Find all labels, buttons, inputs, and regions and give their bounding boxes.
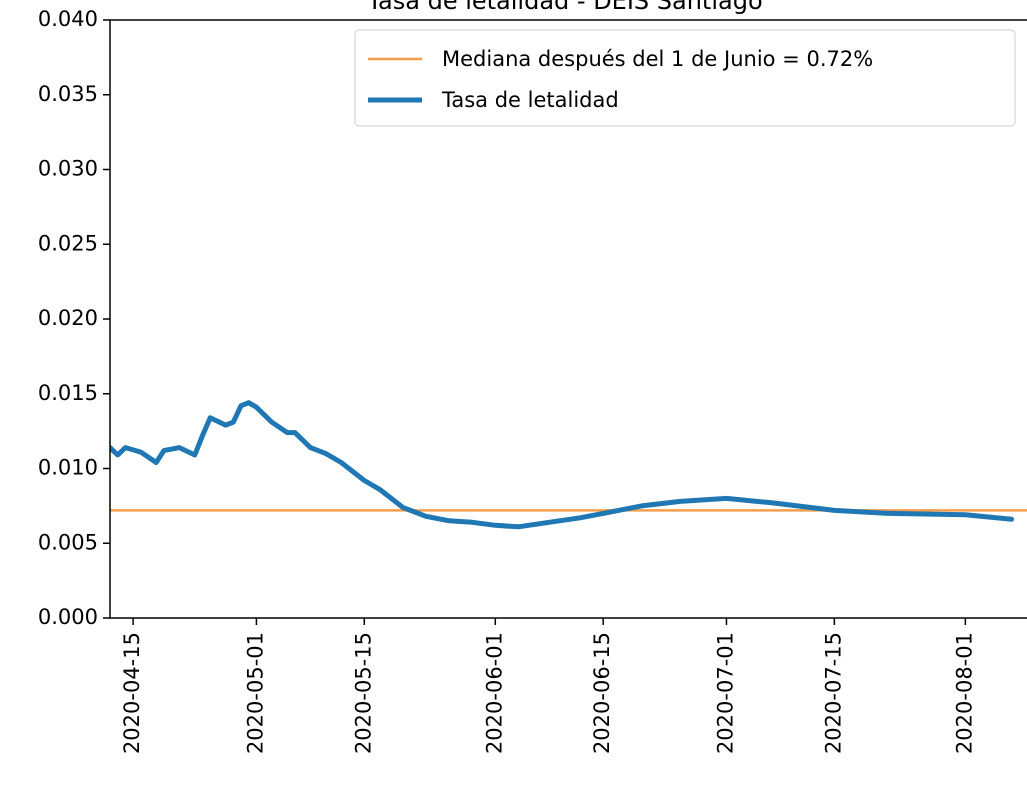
legend-label: Mediana después del 1 de Junio = 0.72%: [442, 47, 873, 71]
x-tick-label: 2020-06-01: [482, 632, 506, 754]
y-tick-label: 0.010: [38, 456, 98, 480]
y-tick-label: 0.035: [38, 82, 98, 106]
x-tick-label: 2020-07-15: [821, 632, 845, 754]
chart-title: Tasa de letalidad - DEIS Santiago: [366, 0, 762, 15]
y-tick-label: 0.040: [38, 7, 98, 31]
y-tick-label: 0.000: [38, 605, 98, 629]
x-tick-label: 2020-07-01: [713, 632, 737, 754]
y-tick-label: 0.005: [38, 530, 98, 554]
y-tick-label: 0.020: [38, 306, 98, 330]
legend: Mediana después del 1 de Junio = 0.72% Ta…: [354, 29, 1016, 127]
y-tick-label: 0.025: [38, 231, 98, 255]
plot-area: [110, 400, 1027, 530]
x-tick-label: 2020-05-15: [351, 632, 375, 754]
legend-box: [354, 29, 1016, 127]
x-tick-label: 2020-04-15: [120, 632, 144, 754]
y-tick-label: 0.015: [38, 381, 98, 405]
x-tick-label: 2020-08-01: [952, 632, 976, 754]
series-line: [110, 400, 1015, 530]
x-tick-label: 2020-06-15: [590, 632, 614, 754]
legend-label: Tasa de letalidad: [441, 88, 619, 112]
y-tick-label: 0.030: [38, 157, 98, 181]
x-tick-label: 2020-05-01: [243, 632, 267, 754]
